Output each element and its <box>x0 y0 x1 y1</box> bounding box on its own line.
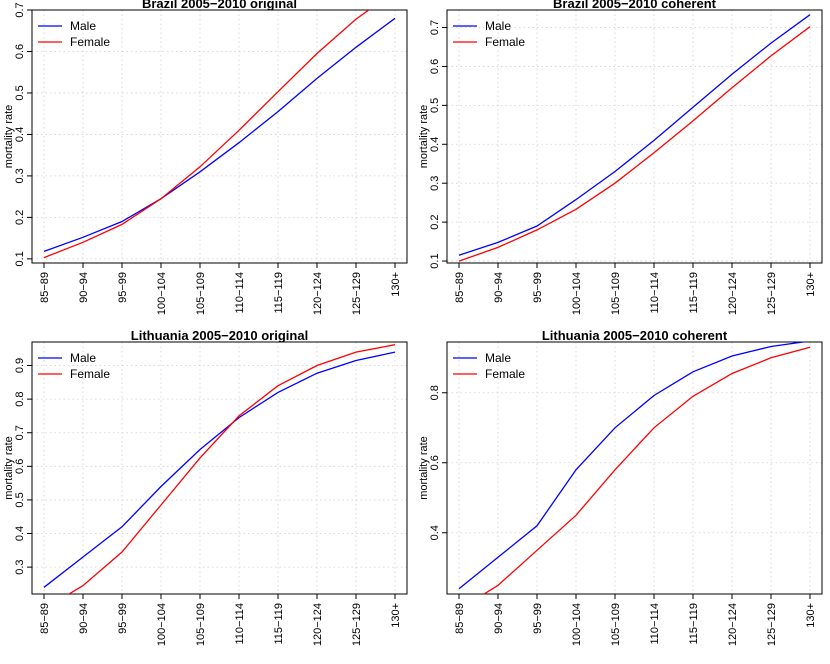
legend-label-male: Male <box>70 351 96 365</box>
x-tick-label: 95−99 <box>532 603 544 634</box>
x-tick-label: 105−109 <box>195 603 207 646</box>
chart-panel-3: 0.3 0.4 0.5 0.6 0.7 0.8 0.9 mortality rate 85−89… <box>3 328 408 646</box>
x-tick-label: 125−129 <box>351 603 363 646</box>
series-line-male <box>458 342 808 590</box>
chart-panel-2: 0.1 0.2 0.3 0.4 0.5 0.6 0.7 mortality rate 85−89… <box>418 0 823 315</box>
x-tick-label: 125−129 <box>766 603 778 646</box>
x-tick-label: 130+ <box>805 603 817 628</box>
x-tick-label: 120−124 <box>727 603 739 646</box>
x-tick-label: 110−114 <box>649 603 661 645</box>
x-tick-label: 95−99 <box>117 272 129 303</box>
y-tick-label: 0.6 <box>429 59 441 74</box>
x-tick-label: 95−99 <box>532 272 544 303</box>
x-tick-label: 85−89 <box>454 603 466 634</box>
panel-title: Brazil 2005−2010 coherent <box>553 0 717 11</box>
x-tick-label: 100−104 <box>156 272 168 315</box>
x-tick-label: 85−89 <box>454 272 466 303</box>
panel-title: Lithuania 2005−2010 original <box>131 328 308 343</box>
y-tick-label: 0.3 <box>14 559 26 574</box>
y-axis-label: mortality rate <box>3 436 15 500</box>
x-tick-label: 85−89 <box>39 603 51 634</box>
y-tick-label: 0.6 <box>429 455 441 470</box>
y-tick-label: 0.6 <box>14 44 26 59</box>
y-tick-label: 0.9 <box>14 358 26 373</box>
legend-label-female: Female <box>70 35 110 49</box>
x-tick-label: 120−124 <box>727 272 739 315</box>
plot-frame <box>446 341 823 595</box>
y-tick-label: 0.5 <box>14 492 26 507</box>
y-tick-label: 0.1 <box>14 251 26 266</box>
y-tick-label: 0.7 <box>14 2 26 17</box>
series-line-female <box>458 26 811 262</box>
y-axis-label: mortality rate <box>418 105 430 169</box>
y-tick-label: 0.7 <box>429 20 441 35</box>
x-tick-label: 90−94 <box>78 603 90 634</box>
x-tick-label: 125−129 <box>766 272 778 315</box>
legend-label-male: Male <box>485 19 511 33</box>
x-tick-label: 105−109 <box>610 272 622 315</box>
y-tick-label: 0.8 <box>14 391 26 406</box>
series-line-male <box>43 17 396 253</box>
x-tick-label: 100−104 <box>571 603 583 646</box>
y-axis-label: mortality rate <box>3 105 15 169</box>
panel-title: Lithuania 2005−2010 coherent <box>542 328 728 343</box>
y-tick-label: 0.6 <box>14 459 26 474</box>
x-tick-label: 115−119 <box>273 272 285 314</box>
legend-label-female: Female <box>485 35 525 49</box>
x-tick-label: 120−124 <box>312 603 324 646</box>
series-line-female <box>67 344 396 594</box>
series-line-male <box>458 14 811 256</box>
y-tick-label: 0.3 <box>14 168 26 183</box>
chart-panel-4: 0.4 0.6 0.8 mortality rate 85−89 90−94 95−99 10… <box>418 328 823 646</box>
x-tick-label: 90−94 <box>78 272 90 303</box>
x-tick-label: 115−119 <box>273 603 285 645</box>
y-tick-label: 0.7 <box>14 425 26 440</box>
y-tick-label: 0.2 <box>14 210 26 225</box>
x-tick-label: 100−104 <box>156 603 168 646</box>
y-tick-label: 0.4 <box>429 525 441 540</box>
x-tick-label: 120−124 <box>312 272 324 315</box>
x-tick-label: 95−99 <box>117 603 129 634</box>
series-line-female <box>43 10 370 259</box>
legend-label-male: Male <box>485 351 511 365</box>
x-tick-label: 115−119 <box>688 603 700 645</box>
x-tick-label: 110−114 <box>234 603 246 645</box>
y-tick-label: 0.1 <box>429 253 441 268</box>
plot-frame <box>446 9 823 264</box>
y-tick-label: 0.3 <box>429 176 441 191</box>
y-tick-label: 0.4 <box>14 526 26 541</box>
x-tick-label: 90−94 <box>493 272 505 303</box>
y-tick-label: 0.4 <box>14 127 26 142</box>
x-tick-label: 85−89 <box>39 272 51 303</box>
y-tick-label: 0.5 <box>14 85 26 100</box>
x-tick-label: 130+ <box>390 603 402 628</box>
x-tick-label: 100−104 <box>571 272 583 315</box>
y-tick-label: 0.2 <box>429 214 441 229</box>
y-tick-label: 0.5 <box>429 98 441 113</box>
legend-label-male: Male <box>70 19 96 33</box>
y-axis-label: mortality rate <box>418 436 430 500</box>
panel-title: Brazil 2005−2010 original <box>142 0 297 11</box>
x-tick-label: 125−129 <box>351 272 363 315</box>
x-tick-label: 130+ <box>805 272 817 297</box>
legend-label-female: Female <box>485 367 525 381</box>
y-tick-label: 0.8 <box>429 385 441 400</box>
x-tick-label: 110−114 <box>649 272 661 314</box>
plot-frame <box>31 9 408 264</box>
plot-frame <box>31 341 408 595</box>
x-tick-label: 105−109 <box>195 272 207 315</box>
x-tick-label: 110−114 <box>234 272 246 314</box>
series-line-female <box>482 346 811 594</box>
x-tick-label: 105−109 <box>610 603 622 646</box>
x-tick-label: 90−94 <box>493 603 505 634</box>
series-line-male <box>43 351 396 588</box>
x-tick-label: 130+ <box>390 272 402 297</box>
legend-label-female: Female <box>70 367 110 381</box>
x-tick-label: 115−119 <box>688 272 700 314</box>
y-tick-label: 0.4 <box>429 137 441 152</box>
chart-panel-1: 0.1 0.2 0.3 0.4 0.5 0.6 0.7 mortality rate 85−89… <box>3 0 408 315</box>
